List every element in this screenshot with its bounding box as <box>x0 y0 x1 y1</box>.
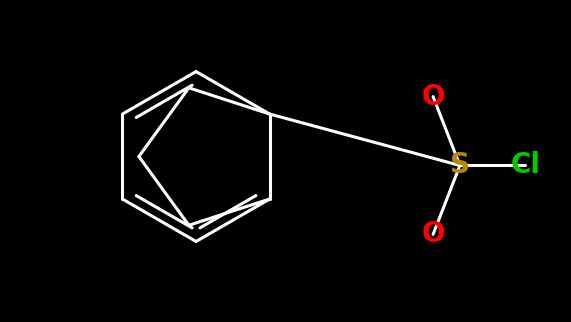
Text: O: O <box>421 220 445 248</box>
Text: O: O <box>421 83 445 110</box>
Text: Cl: Cl <box>510 151 540 179</box>
Text: S: S <box>450 151 470 179</box>
